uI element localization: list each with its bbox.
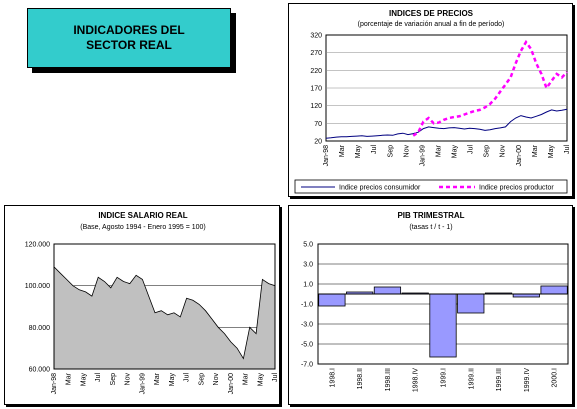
x-tick-label: Mar (339, 144, 346, 157)
x-tick-label: Jan-99 (419, 145, 426, 167)
y-tick-label: 320 (310, 33, 322, 40)
chart-salario-panel: INDICE SALARIO REAL (Base, Agosto 1994 - … (4, 205, 280, 405)
x-tick-label: Mar (532, 144, 539, 157)
chart-subtitle: (porcentaje de variación anual a fin de … (358, 21, 505, 28)
x-tick-label: Jul (95, 373, 102, 382)
y-tick-label: 120 (310, 103, 322, 110)
header-line2: SECTOR REAL (86, 38, 172, 52)
x-tick-label: May (452, 145, 459, 159)
x-tick-label: Jan-99 (139, 373, 146, 395)
chart-precios-panel: INDICES DE PRECIOS (porcentaje de variaci… (288, 3, 573, 197)
x-tick-label: 1998.II (357, 368, 364, 389)
y-tick-label: 100.000 (25, 283, 50, 290)
plot-frame (317, 243, 569, 365)
y-tick-label: 270 (310, 50, 322, 57)
bar (429, 293, 457, 358)
y-tick-label: -1.0 (301, 302, 313, 309)
x-tick-label: Sep (484, 145, 491, 158)
x-tick-label: Jul (564, 145, 571, 154)
y-tick-label: 70 (314, 121, 322, 128)
x-tick-label: 1998.IV (413, 368, 420, 392)
x-tick-label: Mar (243, 372, 250, 385)
bar (318, 293, 346, 307)
y-tick-label: -3.0 (301, 322, 313, 329)
chart-title: PIB TRIMESTRAL (397, 211, 464, 220)
y-tick-label: 20 (314, 139, 322, 146)
x-tick-label: May (80, 373, 87, 387)
x-tick-label: Jul (184, 373, 191, 382)
chart-pib-panel: PIB TRIMESTRAL (tasas t / t - 1) 5.0 3.0 1.0… (288, 205, 573, 405)
x-tick-label: Jan-00 (228, 373, 235, 395)
series-line-consumidor (325, 108, 568, 139)
y-tick-label: 220 (310, 68, 322, 75)
y-tick-label: 5.0 (303, 242, 313, 249)
x-tick-label: Nov (403, 145, 410, 158)
chart-salario: INDICE SALARIO REAL (Base, Agosto 1994 - … (25, 211, 279, 395)
x-tick-label: 2000.I (552, 368, 559, 388)
legend-label-consumidor: Indice precios consumidor (339, 185, 421, 192)
x-tick-label: 1999.IV (524, 368, 531, 392)
bar (373, 286, 402, 295)
x-tick-label: Sep (387, 145, 394, 158)
bar (540, 285, 568, 295)
x-tick-label: 1998.I (329, 368, 336, 388)
x-tick-label: May (355, 145, 362, 159)
y-tick-label: -5.0 (301, 342, 313, 349)
bar (457, 293, 485, 314)
plot-frame (53, 243, 276, 370)
y-tick-label: 1.0 (303, 282, 313, 289)
y-tick-label: 170 (310, 86, 322, 93)
y-tick-label: 120.000 (25, 242, 50, 249)
x-tick-label: 1998.III (385, 368, 392, 391)
x-tick-label: May (257, 373, 264, 387)
series-line-productor (412, 39, 568, 137)
x-tick-label: Mar (435, 144, 442, 157)
chart-pib: PIB TRIMESTRAL (tasas t / t - 1) 5.0 3.0 1.0… (301, 211, 569, 392)
y-tick-label: 3.0 (303, 262, 313, 269)
chart-subtitle: (Base, Agosto 1994 - Enero 1995 = 100) (80, 224, 206, 231)
legend-label-productor: Indice precios productor (479, 185, 554, 192)
x-tick-label: May (548, 145, 555, 159)
x-tick-label: Mar (154, 372, 161, 385)
chart-precios: INDICES DE PRECIOS (porcentaje de variaci… (294, 9, 571, 194)
chart-subtitle: (tasas t / t - 1) (409, 224, 452, 231)
x-tick-label: Nov (125, 373, 132, 386)
x-tick-label: Nov (213, 373, 220, 386)
x-tick-label: Jul (468, 145, 475, 154)
x-tick-label: Sep (198, 373, 205, 386)
chart-title: INDICES DE PRECIOS (389, 9, 474, 18)
y-tick-label: 80.000 (29, 325, 51, 332)
x-tick-label: 1999.II (468, 368, 475, 389)
y-tick-label: 60.000 (29, 367, 51, 374)
x-tick-label: Jul (371, 145, 378, 154)
x-tick-label: Jul (272, 373, 279, 382)
x-tick-label: Mar (66, 372, 73, 385)
x-tick-label: Jan-00 (516, 145, 523, 167)
x-tick-label: Nov (500, 145, 507, 158)
header-title-box: INDICADORES DEL SECTOR REAL (27, 8, 231, 68)
legend-box (294, 179, 568, 194)
header-line1: INDICADORES DEL (73, 23, 185, 37)
x-tick-label: May (169, 373, 176, 387)
x-tick-label: 1999.III (496, 368, 503, 391)
y-tick-label: -7.0 (301, 362, 313, 369)
x-tick-label: 1999.I (441, 368, 448, 388)
chart-title: INDICE SALARIO REAL (98, 211, 187, 220)
x-tick-label: Jan-98 (323, 145, 330, 167)
series-area-salario (53, 265, 276, 370)
x-tick-label: Sep (110, 373, 117, 386)
x-tick-label: Jan-98 (51, 373, 58, 395)
